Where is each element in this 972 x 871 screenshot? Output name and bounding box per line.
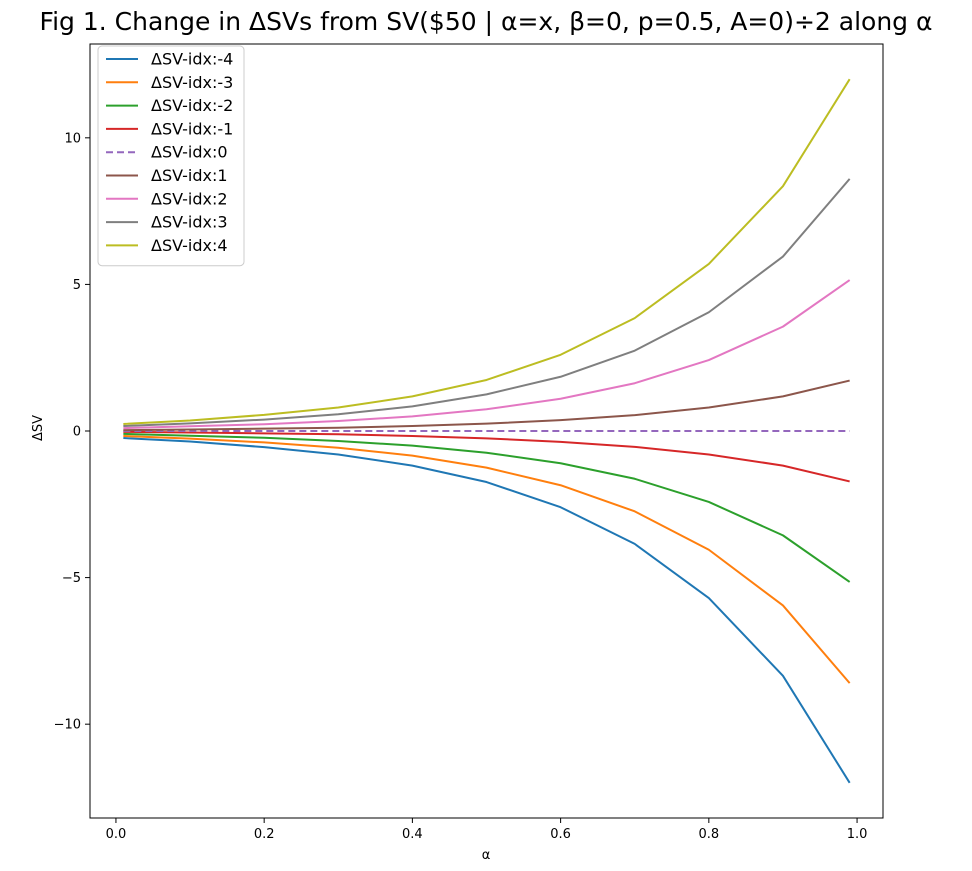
x-axis-label: α bbox=[482, 848, 491, 863]
y-tick-label: −10 bbox=[54, 718, 81, 733]
y-tick-label: 10 bbox=[64, 131, 81, 146]
legend-entry-2: ΔSV-idx:-2 bbox=[151, 96, 233, 115]
legend-entry-6: ΔSV-idx:2 bbox=[151, 189, 228, 208]
legend-box bbox=[97, 45, 245, 267]
legend-entry-1: ΔSV-idx:-3 bbox=[151, 73, 233, 92]
y-tick-label: −5 bbox=[62, 571, 81, 586]
chart-title: Fig 1. Change in ΔSVs from SV($50 | α=x,… bbox=[40, 7, 933, 36]
legend-entry-0: ΔSV-idx:-4 bbox=[151, 50, 233, 69]
y-tick-label: 0 bbox=[73, 425, 81, 440]
x-tick-label: 0.4 bbox=[402, 827, 423, 842]
x-tick-label: 0.2 bbox=[254, 827, 275, 842]
x-tick-label: 0.8 bbox=[698, 827, 719, 842]
legend-entry-3: ΔSV-idx:-1 bbox=[151, 119, 233, 138]
legend-entry-7: ΔSV-idx:3 bbox=[151, 213, 228, 232]
series-line-8 bbox=[123, 78, 851, 425]
x-tick-label: 1.0 bbox=[847, 827, 868, 842]
y-tick-label: 5 bbox=[73, 278, 81, 293]
y-axis-ticks: −10 −5 0 5 10 bbox=[54, 131, 90, 733]
legend-entry-8: ΔSV-idx:4 bbox=[151, 236, 228, 255]
plot-area bbox=[89, 43, 884, 819]
series-line-3 bbox=[123, 430, 850, 483]
x-axis-ticks: 0.0 0.2 0.4 0.6 0.8 1.0 bbox=[106, 818, 868, 842]
legend-entry-4: ΔSV-idx:0 bbox=[151, 143, 228, 162]
series-line-1 bbox=[123, 434, 851, 684]
series-lines bbox=[123, 78, 851, 784]
series-line-6 bbox=[123, 279, 851, 430]
x-tick-label: 0.6 bbox=[550, 827, 571, 842]
legend: ΔSV-idx:-4 ΔSV-idx:-3 ΔSV-idx:-2 ΔSV-idx:-1… bbox=[97, 45, 245, 267]
series-line-7 bbox=[123, 178, 851, 428]
series-line-5 bbox=[123, 379, 850, 432]
series-line-0 bbox=[123, 437, 851, 784]
legend-entry-5: ΔSV-idx:1 bbox=[151, 166, 228, 185]
series-line-2 bbox=[123, 432, 851, 583]
x-tick-label: 0.0 bbox=[106, 827, 127, 842]
y-axis-label: ΔSV bbox=[31, 415, 46, 441]
